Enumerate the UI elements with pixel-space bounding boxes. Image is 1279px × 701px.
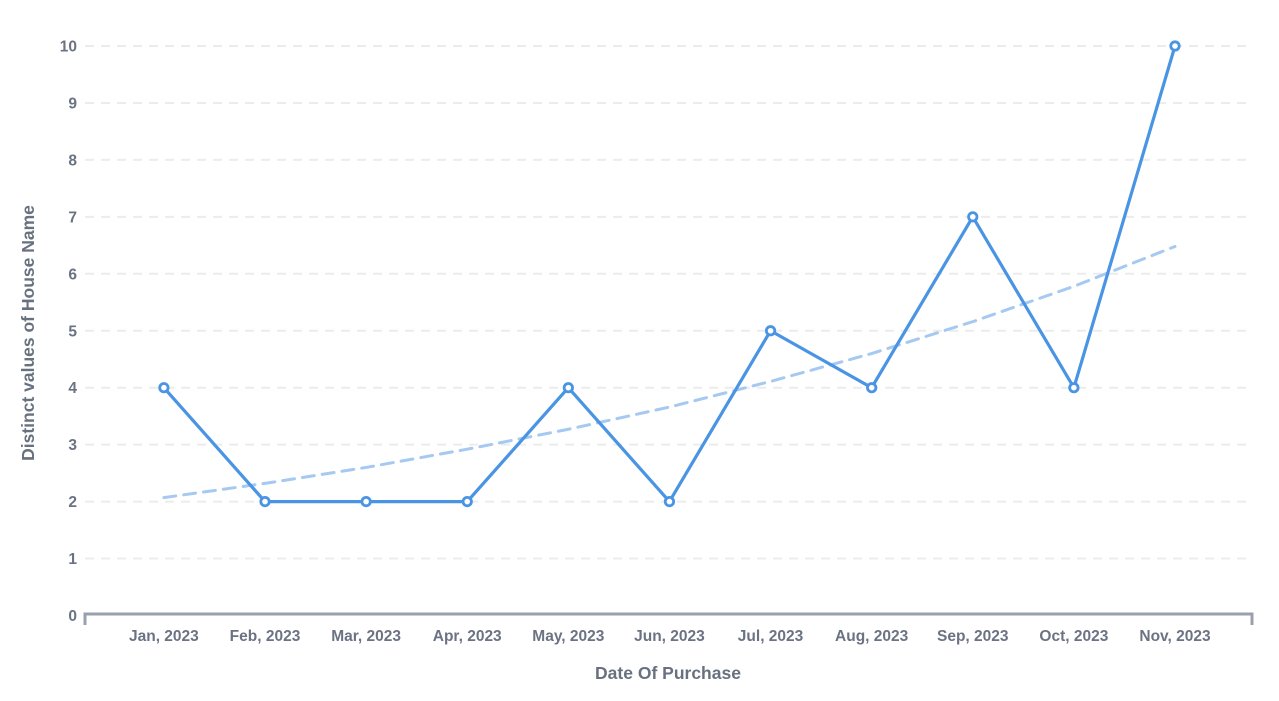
y-tick-label: 1 (68, 551, 77, 568)
x-axis-title: Date Of Purchase (595, 663, 741, 683)
y-tick-label: 4 (68, 380, 77, 397)
y-tick-label: 5 (68, 323, 77, 340)
data-point[interactable] (158, 382, 170, 394)
y-tick-label: 10 (60, 39, 77, 56)
x-tick-label: Sep, 2023 (937, 628, 1009, 645)
x-axis-line (83, 612, 1254, 625)
x-tick-label: Jun, 2023 (634, 628, 705, 645)
data-point[interactable] (1068, 382, 1080, 394)
x-tick-label: Feb, 2023 (230, 628, 301, 645)
x-tick-label: Mar, 2023 (331, 628, 401, 645)
y-tick-label: 6 (68, 266, 77, 283)
x-tick-label: Jan, 2023 (129, 628, 199, 645)
x-tick-label: Oct, 2023 (1039, 628, 1108, 645)
data-point[interactable] (1169, 40, 1181, 52)
y-tick-label: 2 (68, 494, 77, 511)
y-tick-label: 9 (68, 95, 77, 112)
x-tick-label: Nov, 2023 (1139, 628, 1211, 645)
data-point[interactable] (360, 495, 372, 508)
y-tick-label: 7 (68, 209, 77, 226)
data-point[interactable] (866, 382, 878, 394)
data-point[interactable] (663, 495, 676, 508)
x-tick-label: May, 2023 (532, 628, 604, 645)
x-tick-label: Jul, 2023 (738, 628, 804, 645)
y-tick-label: 3 (68, 437, 77, 454)
gridlines (85, 45, 1252, 560)
data-point[interactable] (967, 211, 979, 223)
x-axis-tick-labels: Jan, 2023 Feb, 2023 Mar, 2023 Apr, 2023 May,… (129, 628, 1211, 645)
data-point[interactable] (764, 325, 777, 337)
trend-line (162, 244, 1177, 500)
trend-line-group (162, 244, 1177, 500)
y-tick-label: 8 (68, 152, 77, 169)
data-point[interactable] (562, 382, 574, 394)
data-point[interactable] (259, 495, 271, 508)
y-axis-tick-labels: 0 1 2 3 4 5 6 7 8 9 10 (60, 39, 78, 626)
data-point[interactable] (461, 495, 473, 508)
y-tick-label: 0 (68, 608, 77, 625)
y-axis-title: Distinct values of House Name (18, 205, 38, 461)
x-tick-label: Aug, 2023 (835, 628, 909, 645)
series-group (158, 40, 1181, 508)
x-tick-label: Apr, 2023 (433, 628, 502, 645)
